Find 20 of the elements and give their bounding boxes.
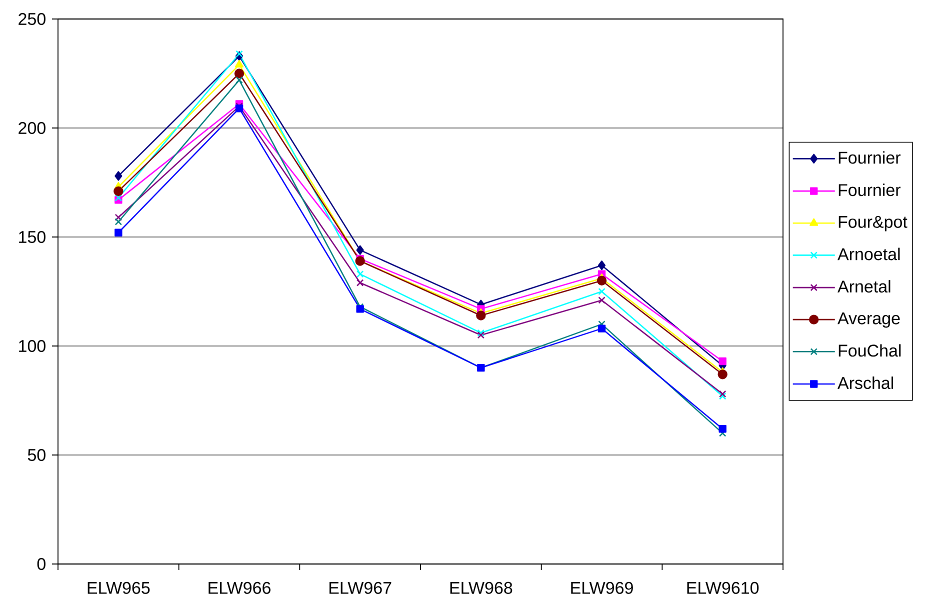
y-tick-label: 150 bbox=[19, 230, 46, 244]
legend-label: FouChal bbox=[838, 344, 901, 357]
y-tick-label: 0 bbox=[37, 558, 46, 570]
legend-label: Fournier bbox=[838, 184, 900, 196]
x-tick-label: ELW969 bbox=[571, 582, 633, 594]
legend-label: Four&pot bbox=[838, 216, 908, 232]
legend-label: Average bbox=[838, 312, 900, 328]
x-tick-label: ELW966 bbox=[208, 582, 270, 594]
legend-label: Fournier bbox=[838, 151, 900, 164]
y-tick-label: 250 bbox=[18, 12, 46, 26]
x-tick-label: ELW965 bbox=[88, 582, 150, 594]
x-tick-label: ELW9610 bbox=[687, 582, 759, 594]
legend-label: Arnetal bbox=[838, 280, 890, 293]
x-tick-label: ELW968 bbox=[450, 582, 512, 594]
y-tick-label: 200 bbox=[18, 122, 46, 134]
legend-label: Arnoetal bbox=[838, 248, 900, 260]
legend-label: Arschal bbox=[838, 376, 894, 390]
y-tick-label: 50 bbox=[28, 448, 46, 462]
y-tick-label: 100 bbox=[19, 340, 46, 352]
x-tick-label: ELW967 bbox=[330, 582, 392, 594]
